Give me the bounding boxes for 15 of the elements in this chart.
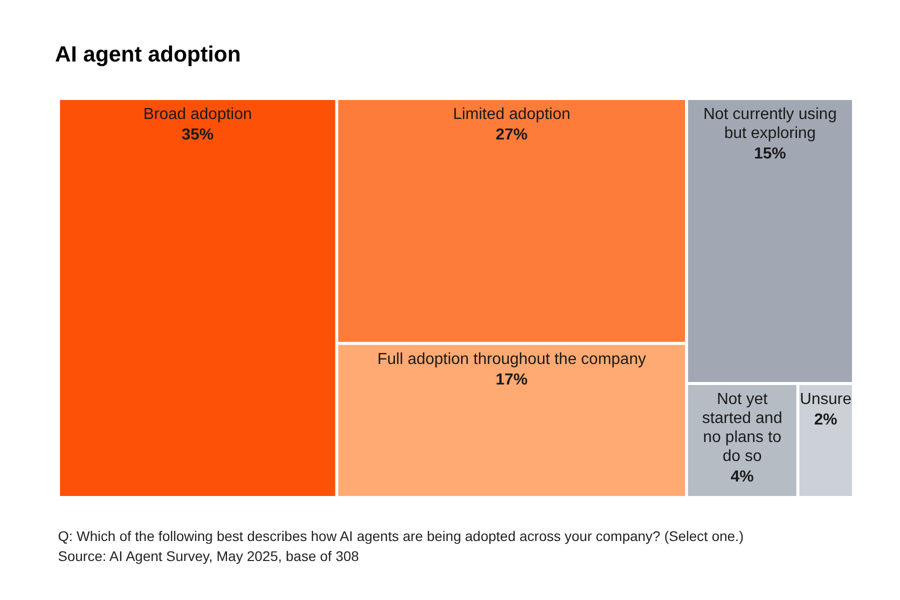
text: AI agent adoption	[55, 42, 241, 66]
category-label: Not currently using but exploring	[703, 106, 837, 142]
text: Q: Which of the following best describes how AI agents are being adopted across your company? (Select one.)	[58, 528, 744, 544]
category-label: Broad adoption	[143, 106, 252, 123]
data-label: 4%	[730, 468, 754, 486]
data-label: 27%	[496, 126, 528, 144]
category-label: Not yet started and no plans to do so	[702, 391, 782, 465]
data-label: 35%	[182, 126, 214, 144]
category-label: Full adoption throughout the company	[377, 350, 646, 368]
category-label: Unsure	[800, 391, 852, 408]
source-note: Source: AI Agent Survey, May 2025, base of 308	[58, 548, 360, 564]
category-label: Limited adoption	[452, 106, 570, 123]
data-label: 15%	[754, 146, 786, 162]
data-label: 17%	[496, 371, 528, 388]
data-label: 2%	[814, 412, 838, 428]
